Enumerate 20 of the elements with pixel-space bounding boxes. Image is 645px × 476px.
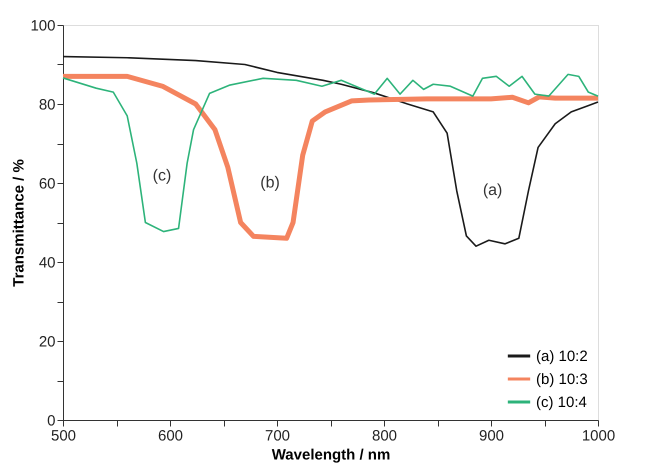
x-tick-label: 700 [264,428,290,444]
y-tick-label: 20 [38,334,56,350]
y-tick-label: 40 [38,254,56,272]
annotation: (c) [152,168,172,185]
x-tick-label: 600 [158,428,184,444]
legend-label: (a) 10:2 [536,348,588,365]
x-tick-label: 1000 [582,428,616,444]
x-tick-label: 900 [478,428,504,444]
legend-label: (b) 10:3 [536,371,588,388]
legend-label: (c) 10:4 [536,394,587,411]
x-tick-label: 500 [50,428,76,444]
annotation: (b) [260,174,280,192]
y-tick-label: 80 [38,96,56,114]
x-axis-title: Wavelength / nm [272,446,390,464]
x-tick-label: 800 [372,428,398,444]
annotation: (a) [482,182,502,200]
y-axis-title: Transmittance / % [10,159,28,287]
y-tick-label: 0 [47,412,56,430]
y-tick-label: 60 [38,176,56,192]
y-tick-label: 100 [30,18,56,34]
